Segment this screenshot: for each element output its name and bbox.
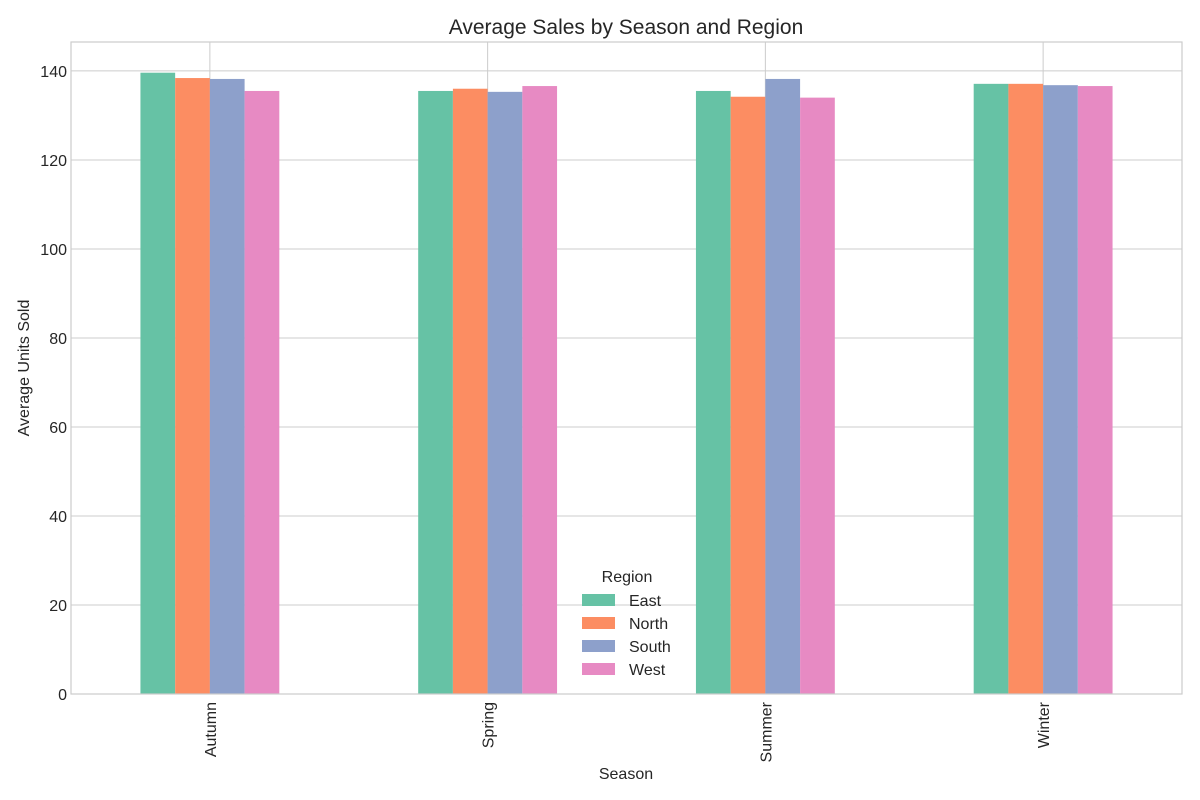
y-tick-label: 120: [40, 153, 67, 170]
y-tick-label: 40: [49, 509, 67, 526]
x-axis-label: Season: [599, 766, 653, 783]
legend-label-north: North: [629, 616, 668, 633]
y-tick-label: 60: [49, 420, 67, 437]
bar-north-summer: [730, 96, 766, 695]
x-tick-label: Spring: [481, 702, 498, 748]
bar-west-autumn: [244, 90, 280, 695]
y-tick-label: 0: [58, 687, 67, 704]
bar-east-autumn: [140, 72, 176, 694]
bar-south-spring: [487, 91, 523, 695]
legend-label-west: West: [629, 662, 666, 679]
legend-swatch-east: [582, 594, 615, 606]
bar-south-winter: [1043, 85, 1078, 694]
bar-west-winter: [1077, 86, 1113, 695]
y-tick-label: 80: [49, 331, 67, 348]
bar-east-winter: [973, 83, 1009, 694]
bar-north-winter: [1008, 83, 1044, 694]
x-axis-ticks: Autumn Spring Summer Winter: [203, 701, 1053, 762]
legend-label-east: East: [629, 593, 662, 610]
y-tick-label: 20: [49, 598, 67, 615]
x-tick-label: Winter: [1036, 701, 1053, 748]
bar-west-spring: [522, 86, 558, 695]
x-tick-label: Summer: [758, 701, 775, 762]
x-tick-label: Autumn: [203, 702, 220, 757]
y-tick-label: 140: [40, 64, 67, 81]
legend-label-south: South: [629, 639, 671, 656]
legend-title: Region: [602, 569, 653, 586]
chart-title: Average Sales by Season and Region: [449, 16, 804, 39]
y-axis-label: Average Units Sold: [16, 300, 33, 437]
bar-north-autumn: [175, 78, 210, 695]
bar-east-summer: [695, 90, 731, 695]
bar-north-spring: [452, 88, 488, 695]
y-tick-label: 100: [40, 242, 67, 259]
legend-swatch-west: [582, 663, 615, 675]
y-axis-ticks: 0 20 40 60 80 100 120 140: [40, 64, 67, 704]
bars: [140, 72, 1113, 695]
legend-swatch-north: [582, 617, 615, 629]
bar-south-autumn: [209, 78, 245, 694]
legend: Region East North South West: [582, 569, 671, 679]
bar-east-spring: [418, 90, 453, 695]
legend-swatch-south: [582, 640, 615, 652]
bar-south-summer: [765, 78, 801, 694]
plot-frame: [70, 41, 1183, 695]
bar-west-summer: [800, 97, 835, 694]
